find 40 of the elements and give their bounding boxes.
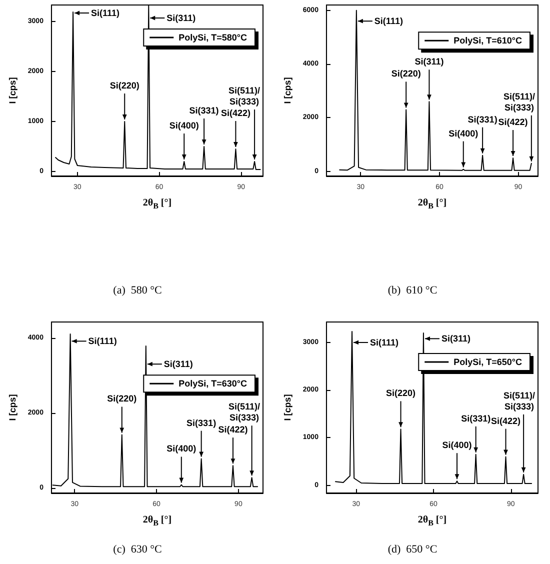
annotation: Si(111): [370, 337, 399, 348]
annotation: Si(400): [169, 120, 199, 130]
text: (a) 580 °C: [113, 284, 162, 296]
annotation: Si(400): [166, 444, 196, 454]
annotation: Si(311): [441, 334, 470, 344]
legend-label: PolySi, T=580°C: [178, 32, 248, 42]
y-axis-title: I [cps]: [282, 394, 292, 421]
annotation: Si(422): [220, 108, 250, 118]
annotation: Si(331): [186, 418, 216, 428]
annotation: Si(220): [110, 80, 140, 90]
text: (c) 630 °C: [113, 544, 162, 556]
annotation: Si(511)/ Si(333): [503, 91, 536, 112]
annotation: Si(311): [166, 13, 196, 23]
annotation: Si(400): [442, 440, 472, 450]
legend-label: PolySi, T=650°C: [454, 356, 522, 367]
annotation: Si(331): [461, 413, 491, 424]
annotation: Si(111): [91, 8, 120, 18]
annotation: Si(220): [386, 388, 416, 398]
annotation: Si(511)/ Si(333): [228, 86, 260, 106]
annotation: Si(311): [414, 56, 444, 67]
annotation: Si(422): [498, 117, 528, 128]
annotation: Si(422): [218, 424, 248, 435]
legend-label: PolySi, T=610°C: [454, 36, 522, 46]
text: (b) 610 °C: [388, 284, 438, 296]
annotation: Si(400): [448, 128, 478, 138]
annotation: Si(311): [164, 359, 193, 370]
y-axis-title: I [cps]: [8, 394, 18, 421]
annotation: Si(331): [189, 106, 219, 116]
annotation: Si(111): [88, 336, 117, 346]
annotation: Si(331): [468, 114, 498, 124]
annotation: Si(220): [107, 394, 137, 404]
annotation: Si(511)/ Si(333): [228, 402, 260, 423]
annotation: Si(422): [490, 416, 521, 426]
legend-label: PolySi, T=630°C: [178, 378, 248, 389]
annotation: Si(511)/ Si(333): [503, 390, 536, 412]
annotation: Si(111): [374, 16, 403, 26]
annotation: Si(220): [391, 68, 421, 79]
y-axis-title: I [cps]: [282, 77, 292, 104]
y-axis-title: I [cps]: [8, 77, 18, 104]
text: (d) 650 °C: [388, 544, 438, 556]
